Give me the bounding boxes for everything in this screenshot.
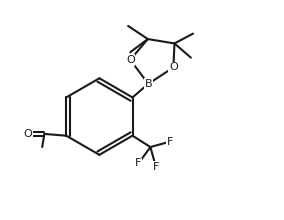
Text: B: B — [145, 79, 152, 89]
Text: F: F — [135, 158, 142, 169]
Text: F: F — [153, 162, 159, 172]
Text: O: O — [126, 55, 135, 65]
Text: O: O — [23, 129, 32, 139]
Text: F: F — [167, 137, 173, 147]
Text: O: O — [169, 62, 178, 72]
